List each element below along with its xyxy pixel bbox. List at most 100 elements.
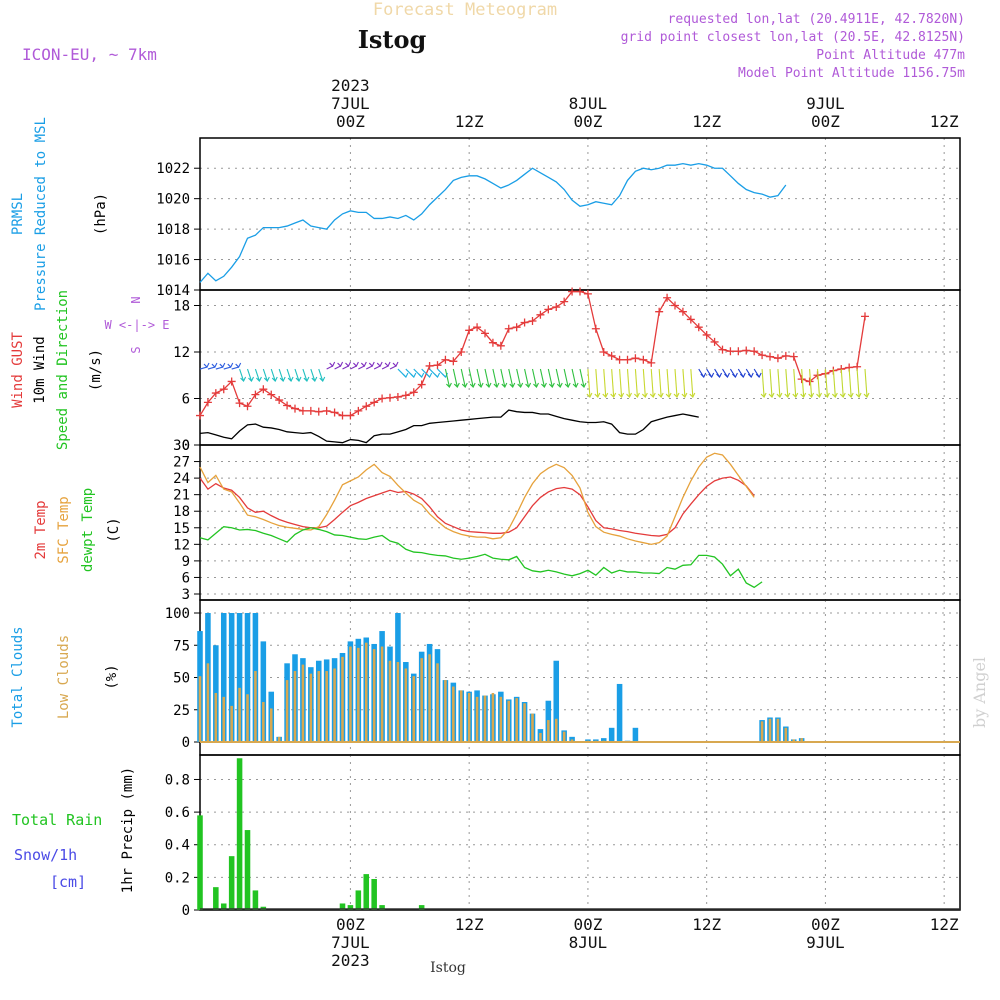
gust-marker [766, 352, 774, 361]
wind-barb-head [446, 382, 452, 388]
wind-barb-head [240, 376, 247, 382]
gust-marker [496, 341, 505, 350]
panel-frame [199, 444, 961, 601]
wind-barb [793, 369, 797, 398]
wind-barb [555, 368, 561, 388]
gust-marker [322, 406, 331, 415]
info-line-4: Model Point Altitude 1156.75m [738, 66, 965, 81]
cloud-low-bar [293, 671, 297, 742]
wind-barb-head [831, 392, 838, 398]
wind-barb [444, 368, 450, 388]
wind-barb-head [517, 382, 524, 388]
y-tick-label: 21 [173, 488, 190, 504]
wind-barb-head [509, 382, 516, 388]
wind-barb-head [700, 372, 707, 378]
wind-barb-head [271, 376, 278, 382]
gust-marker [298, 406, 307, 415]
cloud-low-bar [554, 718, 558, 742]
rain-bar [228, 856, 235, 910]
gust-marker [805, 377, 814, 386]
gust-marker [386, 393, 394, 402]
wind-barb [270, 368, 276, 382]
cloud-total-bar [593, 739, 599, 742]
wind-barb-head [839, 392, 846, 398]
precip-side-label: [cm] [50, 873, 86, 891]
gust-marker [409, 388, 418, 397]
wind-barb [626, 369, 631, 398]
cloud-total-bar [632, 727, 639, 742]
gust-marker [227, 377, 236, 386]
watermark: by Angel [970, 657, 989, 728]
gust-marker [599, 348, 608, 356]
cloud-low-bar [238, 687, 241, 742]
gust-marker [417, 380, 426, 389]
wind-barb-head [227, 362, 234, 368]
wind-barb [286, 368, 292, 382]
cloud-low-bar [420, 658, 423, 742]
cloud-low-bar [222, 696, 226, 742]
cloud-total-bar [220, 613, 227, 742]
gust-marker [314, 407, 323, 416]
wind-barb-head [337, 361, 344, 367]
wind-barb-head [384, 361, 391, 367]
series-line [199, 162, 787, 283]
wind-barb-head [572, 382, 579, 388]
wind-barb-head [760, 392, 767, 398]
wind-barb [254, 368, 260, 382]
cloud-low-bar [784, 727, 788, 742]
rain-bar [355, 890, 362, 910]
axis-label: SFC Temp [56, 496, 72, 563]
wind-barb-head [453, 382, 460, 388]
gust-marker [512, 323, 521, 332]
panel-clouds: 0 25 50 75 100 Total Clouds Low Clouds (%) [10, 599, 961, 756]
y-tick-label: 0 [182, 438, 190, 454]
axis-label: (hPa) [93, 193, 109, 235]
wind-barb-head [816, 392, 822, 398]
wind-barb [460, 368, 466, 388]
cloud-low-bar [523, 703, 526, 742]
cloud-total-bar [553, 660, 560, 742]
gust-marker [259, 385, 268, 394]
gust-marker [243, 402, 252, 411]
panel-pressure: 1014 1016 1018 1020 1022 PRMSL Pressure Reduce… [10, 117, 961, 311]
wind-barb [207, 366, 216, 370]
axis-label: (%) [104, 664, 120, 689]
gust-marker [211, 389, 220, 398]
cloud-low-bar [380, 646, 384, 742]
y-tick-label: 6 [182, 570, 190, 586]
rain-bar [252, 890, 259, 910]
gust-marker [631, 354, 640, 363]
wind-barb-head [673, 392, 680, 398]
time-label-bottom: 12Z [455, 915, 484, 934]
axis-label: (C) [106, 517, 122, 542]
y-tick-label: 1018 [156, 222, 190, 238]
wind-barb [381, 365, 389, 370]
cloud-low-bar [349, 646, 352, 742]
wind-barb-head [602, 392, 609, 398]
cloud-low-bar [776, 718, 780, 742]
wind-barb-head [641, 392, 648, 398]
gust-marker [306, 406, 315, 415]
wind-barb-head [533, 382, 539, 388]
y-tick-label: 3 [182, 587, 190, 603]
time-label-top: 00Z [336, 112, 365, 131]
y-tick-label: 1014 [156, 283, 190, 299]
y-tick-label: 18 [173, 299, 190, 315]
wind-barb-head [353, 361, 359, 367]
gust-marker [235, 399, 244, 408]
wind-barb-head [768, 392, 775, 398]
wind-barb [334, 365, 341, 370]
wind-barb [587, 369, 591, 398]
y-tick-label: 1022 [156, 161, 190, 177]
gust-marker [655, 307, 664, 316]
footer-location: Istog [430, 960, 466, 976]
wind-barb-head [477, 382, 484, 388]
wind-barb [848, 369, 852, 398]
wind-barb [650, 369, 654, 398]
wind-barb [342, 365, 349, 370]
precip-side-label: Total Rain [12, 811, 102, 829]
time-label-bottom: 12Z [930, 915, 959, 934]
y-tick-label: 25 [173, 703, 190, 719]
gust-marker [789, 352, 798, 361]
panel-frame [199, 754, 961, 911]
